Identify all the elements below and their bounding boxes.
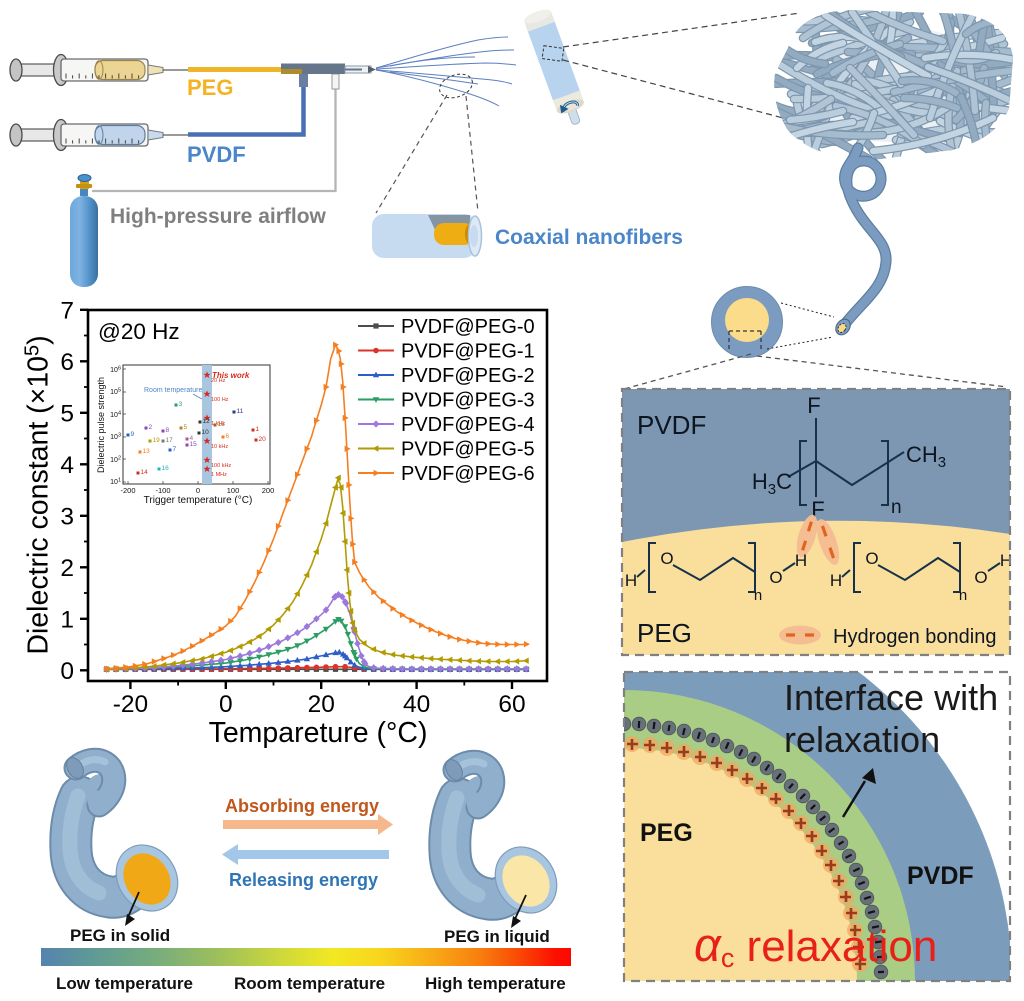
- svg-text:High-pressure airflow: High-pressure airflow: [110, 205, 327, 228]
- svg-text:H: H: [625, 571, 637, 590]
- svg-text:0: 0: [196, 486, 200, 495]
- svg-text:2: 2: [60, 555, 74, 582]
- svg-text:Hydrogen bonding: Hydrogen bonding: [833, 626, 996, 648]
- svg-text:20: 20: [259, 436, 267, 443]
- svg-text:11: 11: [237, 408, 244, 415]
- svg-text:105: 105: [110, 388, 121, 397]
- svg-text:106: 106: [110, 366, 121, 375]
- svg-text:6: 6: [226, 433, 230, 440]
- svg-text:Dielectric pulse strength: Dielectric pulse strength: [96, 377, 106, 473]
- svg-text:relaxation: relaxation: [784, 719, 940, 760]
- svg-text:PEG: PEG: [187, 75, 233, 100]
- svg-text:O: O: [769, 568, 782, 587]
- svg-text:3: 3: [60, 503, 74, 530]
- svg-text:PVDF@PEG-3: PVDF@PEG-3: [401, 390, 535, 412]
- svg-text:15: 15: [190, 441, 198, 448]
- svg-text:This work: This work: [212, 371, 250, 380]
- svg-text:19: 19: [153, 437, 161, 444]
- svg-text:PEG: PEG: [640, 819, 693, 847]
- svg-text:18: 18: [218, 421, 226, 428]
- svg-text:7: 7: [173, 446, 177, 453]
- svg-text:O: O: [974, 568, 987, 587]
- svg-text:H: H: [830, 571, 842, 590]
- svg-text:100 Hz: 100 Hz: [211, 397, 229, 403]
- svg-text:F: F: [807, 393, 820, 418]
- svg-text:αc relaxation: αc relaxation: [694, 918, 937, 973]
- svg-text:102: 102: [110, 456, 121, 465]
- svg-text:PVDF@PEG-0: PVDF@PEG-0: [401, 316, 535, 338]
- svg-text:1: 1: [256, 426, 260, 433]
- svg-text:PVDF@PEG-5: PVDF@PEG-5: [401, 439, 535, 461]
- svg-text:16: 16: [162, 465, 170, 472]
- svg-text:8: 8: [166, 427, 170, 434]
- svg-text:4: 4: [190, 435, 194, 442]
- svg-text:Tempareture (°C): Tempareture (°C): [209, 717, 428, 749]
- svg-text:100: 100: [227, 486, 240, 495]
- svg-text:40: 40: [403, 691, 430, 718]
- svg-text:High temperature: High temperature: [425, 974, 566, 993]
- svg-text:PVDF: PVDF: [637, 410, 706, 440]
- svg-text:Interface with: Interface with: [784, 677, 998, 718]
- svg-text:n: n: [891, 497, 902, 518]
- svg-text:PVDF: PVDF: [907, 862, 974, 890]
- svg-text:14: 14: [141, 469, 149, 476]
- svg-text:H3C: H3C: [752, 469, 792, 498]
- svg-text:17: 17: [166, 437, 174, 444]
- svg-text:0: 0: [219, 691, 233, 718]
- svg-text:5: 5: [184, 424, 188, 431]
- svg-text:2: 2: [149, 424, 153, 431]
- svg-text:n: n: [754, 587, 762, 604]
- svg-text:PEG in solid: PEG in solid: [70, 926, 170, 945]
- svg-text:Releasing energy: Releasing energy: [229, 870, 378, 890]
- svg-text:O: O: [865, 549, 878, 568]
- svg-text:H: H: [795, 551, 807, 570]
- svg-text:@20 Hz: @20 Hz: [98, 319, 180, 344]
- svg-text:12: 12: [203, 418, 211, 425]
- svg-text:10 kHz: 10 kHz: [211, 444, 228, 450]
- svg-text:200: 200: [262, 486, 275, 495]
- svg-text:3: 3: [179, 401, 183, 408]
- svg-text:103: 103: [110, 433, 121, 442]
- svg-text:PVDF@PEG-4: PVDF@PEG-4: [401, 414, 535, 436]
- svg-text:Absorbing energy: Absorbing energy: [225, 796, 379, 816]
- svg-text:1 MHz: 1 MHz: [211, 472, 227, 478]
- svg-text:20 Hz: 20 Hz: [211, 378, 226, 384]
- svg-text:-100: -100: [155, 486, 170, 495]
- svg-text:PVDF@PEG-2: PVDF@PEG-2: [401, 365, 535, 387]
- svg-text:10: 10: [202, 429, 210, 436]
- svg-text:104: 104: [110, 411, 121, 420]
- svg-text:PEG: PEG: [637, 618, 692, 648]
- svg-text:100 kHz: 100 kHz: [211, 463, 231, 469]
- svg-text:6: 6: [60, 349, 74, 376]
- svg-text:Dielectric constant (×105): Dielectric constant (×105): [22, 335, 55, 654]
- svg-text:4: 4: [60, 452, 74, 479]
- svg-text:1 kHz: 1 kHz: [211, 421, 225, 427]
- svg-text:Trigger temperature (°C): Trigger temperature (°C): [144, 495, 253, 506]
- svg-text:PEG in liquid: PEG in liquid: [444, 927, 550, 946]
- svg-text:O: O: [660, 549, 673, 568]
- svg-text:101: 101: [110, 478, 121, 487]
- svg-text:PVDF: PVDF: [187, 142, 246, 167]
- svg-text:-200: -200: [120, 486, 135, 495]
- svg-text:13: 13: [143, 448, 151, 455]
- svg-text:Low temperature: Low temperature: [56, 974, 193, 993]
- svg-text:Room temperature: Room temperature: [234, 974, 385, 993]
- svg-text:PVDF@PEG-6: PVDF@PEG-6: [401, 463, 535, 485]
- svg-text:Room temperature: Room temperature: [144, 387, 202, 394]
- svg-text:60: 60: [498, 691, 525, 718]
- svg-text:5: 5: [60, 400, 74, 427]
- svg-text:20: 20: [308, 691, 335, 718]
- svg-text:-20: -20: [113, 691, 148, 718]
- svg-text:H: H: [1000, 551, 1012, 570]
- svg-text:0: 0: [60, 658, 74, 685]
- svg-text:PVDF@PEG-1: PVDF@PEG-1: [401, 341, 535, 363]
- svg-text:9: 9: [131, 431, 135, 438]
- svg-text:Coaxial nanofibers: Coaxial nanofibers: [495, 226, 683, 249]
- svg-text:1: 1: [60, 606, 74, 633]
- svg-text:7: 7: [60, 297, 74, 324]
- svg-text:n: n: [959, 587, 967, 604]
